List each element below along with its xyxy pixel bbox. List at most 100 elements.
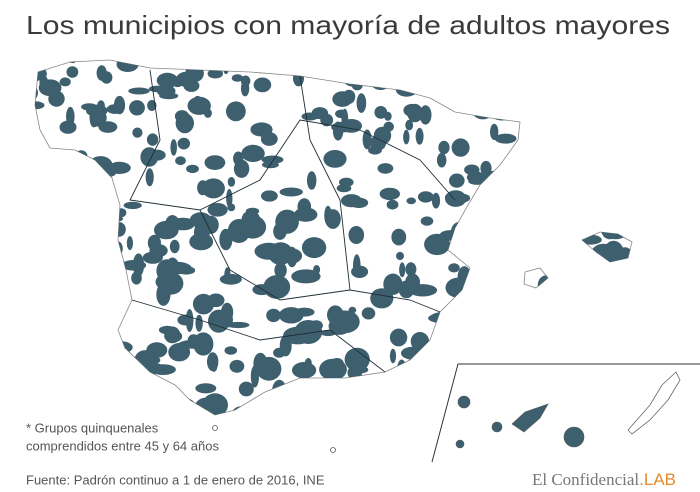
area-blob [429, 60, 438, 73]
area-blob [487, 288, 512, 310]
area-blob [595, 394, 604, 412]
area-blob [36, 281, 64, 291]
area-blob [46, 363, 70, 382]
area-blob [619, 257, 632, 277]
area-blob [574, 340, 589, 362]
area-blob [403, 404, 417, 414]
area-blob [590, 63, 613, 81]
area-blob [269, 60, 287, 67]
area-blob [530, 364, 546, 386]
area-blob [348, 226, 365, 244]
area-blob [567, 113, 582, 129]
area-blob [428, 313, 456, 324]
area-blob [480, 415, 496, 424]
area-blob [535, 339, 549, 355]
area-blob [545, 338, 566, 353]
area-blob [545, 68, 560, 76]
islet [330, 447, 336, 453]
area-blob [408, 284, 438, 297]
area-blob [175, 113, 194, 134]
area-blob [403, 129, 410, 145]
area-blob [406, 197, 417, 205]
area-blob [227, 219, 251, 243]
area-blob [570, 129, 590, 145]
region-border [131, 299, 386, 373]
area-blob [492, 111, 511, 121]
area-blob [563, 169, 572, 190]
area-blob [286, 246, 298, 268]
area-blob [381, 389, 399, 410]
area-blob [233, 151, 244, 166]
area-blob [132, 127, 143, 138]
area-blob [195, 383, 217, 394]
area-blob [523, 111, 540, 118]
area-blob [52, 283, 76, 297]
area-blob [584, 267, 603, 287]
area-blob [533, 155, 557, 165]
area-blob [194, 397, 218, 415]
area-blob [35, 209, 50, 222]
area-blob [113, 95, 126, 115]
area-blob [540, 229, 563, 251]
area-blob [603, 371, 616, 386]
area-blob [73, 341, 100, 358]
area-blob [487, 380, 496, 395]
area-blob [587, 62, 601, 74]
area-blob [69, 318, 86, 340]
area-blob [455, 193, 471, 203]
area-blob [622, 124, 632, 138]
area-blob [95, 192, 116, 210]
area-blob [104, 270, 118, 287]
area-blob [505, 249, 534, 270]
area-blob [596, 171, 614, 184]
area-blob [533, 377, 563, 398]
area-blob [181, 406, 192, 415]
area-blob [226, 101, 246, 122]
area-blob [222, 60, 230, 75]
area-blob [556, 335, 575, 348]
area-blob [82, 366, 107, 384]
area-blob [325, 60, 345, 61]
area-blob [230, 406, 251, 415]
spain-map [34, 59, 633, 424]
area-blob [436, 152, 447, 168]
footnote-line: * Grupos quinquenales [26, 420, 159, 435]
area-blob [490, 222, 515, 237]
area-blob [555, 60, 563, 72]
area-blob [74, 356, 103, 363]
area-blob [116, 371, 131, 378]
area-blob [592, 367, 616, 376]
area-blob [575, 294, 600, 312]
area-blob [281, 62, 289, 74]
area-blob [81, 303, 108, 327]
area-blob [405, 262, 417, 277]
area-blob [240, 60, 258, 66]
area-blob [266, 60, 283, 74]
area-blob [622, 213, 631, 236]
area-blob [263, 275, 291, 299]
area-blob [485, 408, 502, 415]
area-blob [164, 388, 173, 408]
area-blob [513, 396, 530, 405]
area-blob [447, 60, 461, 70]
area-blob [396, 251, 404, 261]
area-blob [356, 93, 367, 113]
area-blob [129, 100, 145, 116]
area-blob [619, 368, 632, 392]
area-blob [410, 369, 416, 385]
area-blob [546, 126, 569, 136]
area-blob [42, 391, 55, 413]
area-blob [340, 119, 362, 133]
area-blob [168, 343, 191, 362]
area-blob [97, 100, 105, 111]
area-blob [241, 144, 265, 162]
area-blob [587, 274, 611, 288]
footnote-line: comprendidos entre 45 y 64 años [26, 438, 219, 453]
area-blob [398, 280, 415, 299]
area-blob [506, 213, 530, 235]
brand-name: El Confidencial [532, 470, 639, 489]
area-blob [383, 273, 403, 295]
area-blob [438, 140, 450, 155]
area-blob [590, 387, 605, 406]
area-blob [279, 187, 303, 197]
